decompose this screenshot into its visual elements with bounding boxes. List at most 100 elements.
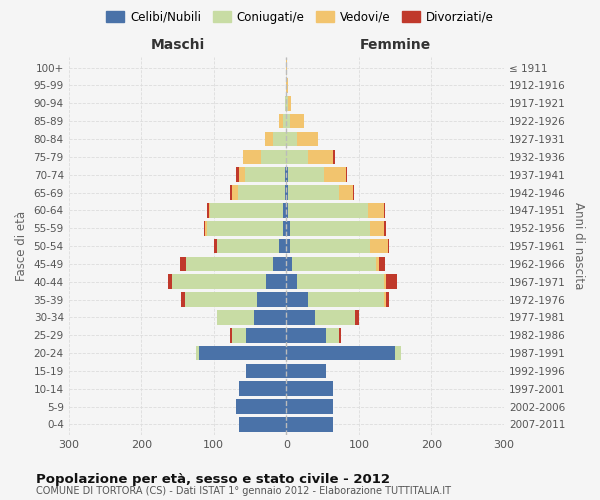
Bar: [286, 203, 288, 218]
Bar: [186, 256, 273, 271]
Bar: [239, 417, 286, 432]
Bar: [283, 114, 286, 128]
Bar: [181, 292, 185, 307]
Bar: [286, 60, 287, 75]
Bar: [286, 274, 297, 289]
Bar: [286, 185, 288, 200]
Bar: [286, 96, 288, 110]
Bar: [286, 132, 297, 146]
Bar: [290, 238, 370, 254]
Bar: [355, 310, 359, 324]
Bar: [245, 168, 285, 182]
Bar: [339, 328, 341, 342]
Bar: [207, 203, 209, 218]
Bar: [288, 96, 292, 110]
Bar: [286, 310, 316, 324]
Bar: [266, 274, 286, 289]
Bar: [383, 203, 385, 218]
Bar: [230, 185, 232, 200]
Bar: [288, 168, 324, 182]
Bar: [308, 292, 384, 307]
Bar: [172, 274, 266, 289]
Bar: [279, 114, 283, 128]
Bar: [286, 221, 290, 236]
Bar: [370, 238, 388, 254]
Bar: [203, 221, 205, 236]
Bar: [199, 346, 286, 360]
Bar: [334, 150, 335, 164]
Bar: [238, 185, 285, 200]
Bar: [236, 400, 286, 414]
Bar: [196, 346, 199, 360]
Bar: [388, 238, 389, 254]
Bar: [239, 382, 286, 396]
Bar: [285, 96, 286, 110]
Bar: [288, 185, 338, 200]
Bar: [217, 238, 279, 254]
Bar: [185, 292, 257, 307]
Bar: [279, 238, 286, 254]
Bar: [181, 256, 186, 271]
Bar: [286, 238, 290, 254]
Text: COMUNE DI TORTORA (CS) - Dati ISTAT 1° gennaio 2012 - Elaborazione TUTTITALIA.IT: COMUNE DI TORTORA (CS) - Dati ISTAT 1° g…: [36, 486, 451, 496]
Bar: [346, 168, 347, 182]
Bar: [257, 292, 286, 307]
Bar: [286, 256, 292, 271]
Bar: [286, 328, 326, 342]
Bar: [326, 328, 339, 342]
Bar: [379, 256, 385, 271]
Bar: [214, 238, 217, 254]
Bar: [286, 382, 334, 396]
Text: Femmine: Femmine: [359, 38, 431, 52]
Bar: [273, 132, 286, 146]
Bar: [168, 274, 172, 289]
Bar: [316, 310, 355, 324]
Bar: [286, 150, 308, 164]
Bar: [243, 150, 261, 164]
Bar: [384, 292, 386, 307]
Bar: [232, 185, 238, 200]
Bar: [283, 203, 286, 218]
Bar: [254, 310, 286, 324]
Bar: [285, 168, 286, 182]
Bar: [230, 328, 232, 342]
Bar: [290, 114, 304, 128]
Text: Popolazione per età, sesso e stato civile - 2012: Popolazione per età, sesso e stato civil…: [36, 472, 390, 486]
Bar: [232, 328, 247, 342]
Y-axis label: Fasce di età: Fasce di età: [15, 211, 28, 281]
Bar: [370, 221, 384, 236]
Bar: [283, 221, 286, 236]
Bar: [384, 221, 386, 236]
Bar: [353, 185, 355, 200]
Bar: [297, 274, 384, 289]
Bar: [285, 185, 286, 200]
Bar: [286, 417, 334, 432]
Bar: [217, 310, 254, 324]
Y-axis label: Anni di nascita: Anni di nascita: [572, 202, 585, 290]
Bar: [236, 168, 239, 182]
Bar: [273, 256, 286, 271]
Bar: [324, 168, 346, 182]
Bar: [290, 221, 370, 236]
Bar: [338, 185, 353, 200]
Legend: Celibi/Nubili, Coniugati/e, Vedovi/e, Divorziati/e: Celibi/Nubili, Coniugati/e, Vedovi/e, Di…: [101, 6, 499, 28]
Bar: [286, 364, 326, 378]
Bar: [286, 292, 308, 307]
Bar: [247, 364, 286, 378]
Bar: [209, 203, 210, 218]
Bar: [386, 292, 389, 307]
Bar: [247, 328, 286, 342]
Bar: [205, 221, 206, 236]
Bar: [297, 132, 317, 146]
Bar: [265, 132, 273, 146]
Bar: [239, 168, 245, 182]
Text: Maschi: Maschi: [151, 38, 205, 52]
Bar: [292, 256, 376, 271]
Bar: [210, 203, 283, 218]
Bar: [286, 400, 334, 414]
Bar: [288, 203, 368, 218]
Bar: [386, 274, 397, 289]
Bar: [308, 150, 334, 164]
Bar: [368, 203, 383, 218]
Bar: [376, 256, 379, 271]
